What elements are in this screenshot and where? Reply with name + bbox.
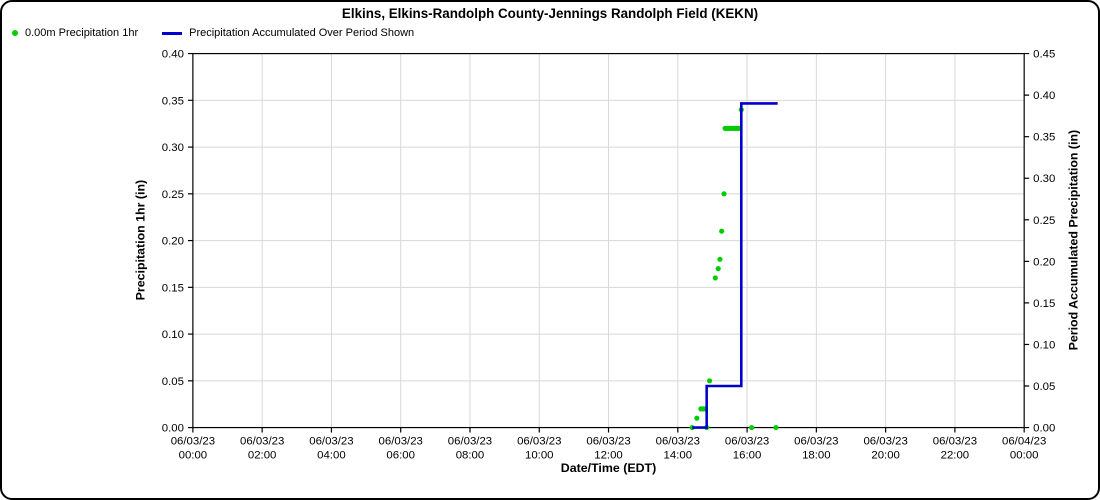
x-tick-label-time: 10:00 xyxy=(525,449,554,461)
y-right-tick-label: 0.45 xyxy=(1033,49,1055,61)
y-right-tick-label: 0.25 xyxy=(1033,215,1055,227)
x-tick-label-time: 06:00 xyxy=(386,449,415,461)
y-right-tick-label: 0.15 xyxy=(1033,298,1055,310)
legend-item-accumulated: Precipitation Accumulated Over Period Sh… xyxy=(162,27,414,39)
chart-title: Elkins, Elkins-Randolph County-Jennings … xyxy=(342,6,758,21)
x-tick-label-date: 06/03/23 xyxy=(309,435,353,447)
precip-1hr-scatter-point xyxy=(706,378,713,384)
x-tick-label-time: 00:00 xyxy=(1010,449,1039,461)
y-left-tick-label: 0.10 xyxy=(162,329,184,341)
y-left-tick-label: 0.40 xyxy=(162,49,184,61)
gridlines-layer xyxy=(192,53,1025,428)
precip-1hr-scatter-point xyxy=(712,275,718,281)
precip-1hr-scatter-point xyxy=(715,266,721,272)
x-tick-label-date: 06/03/23 xyxy=(517,435,561,447)
x-tick-label-time: 12:00 xyxy=(594,449,623,461)
y-right-tick-label: 0.05 xyxy=(1033,381,1055,393)
x-tick-label-time: 14:00 xyxy=(664,449,693,461)
y-left-tick-label: 0.30 xyxy=(162,142,184,154)
x-tick-label-date: 06/03/23 xyxy=(448,435,492,447)
legend: 0.00m Precipitation 1hr Precipitation Ac… xyxy=(12,27,414,39)
x-tick-label-date: 06/03/23 xyxy=(656,435,700,447)
y-right-axis-title: Period Accumulated Precipitation (in) xyxy=(1067,130,1081,351)
legend-item-precip-1hr: 0.00m Precipitation 1hr xyxy=(12,27,138,39)
x-tick-label-time: 22:00 xyxy=(941,449,970,461)
precip-1hr-scatter-point xyxy=(721,191,727,197)
green-dot-marker-icon xyxy=(12,30,18,36)
precip-1hr-scatter-point xyxy=(719,228,725,234)
x-tick-label-time: 20:00 xyxy=(871,449,900,461)
blue-line-marker-icon xyxy=(162,31,183,35)
axes-layer: 06/03/23 00:00 06/03/23 02:00 06/03/23 04:00 0… xyxy=(162,49,1055,462)
x-tick-label-date: 06/03/23 xyxy=(240,435,284,447)
y-right-tick-label: 0.20 xyxy=(1033,256,1055,268)
y-left-tick-label: 0.00 xyxy=(162,423,184,435)
x-tick-label-time: 04:00 xyxy=(317,449,346,461)
y-left-tick-label: 0.15 xyxy=(162,282,184,294)
y-left-tick-label: 0.25 xyxy=(162,189,184,201)
series-layer xyxy=(689,102,779,431)
x-tick-label-date: 06/03/23 xyxy=(171,435,215,447)
precip-1hr-scatter-point xyxy=(773,424,779,431)
y-left-tick-label: 0.20 xyxy=(162,236,184,248)
x-axis-title: Date/Time (EDT) xyxy=(561,461,656,475)
y-right-tick-label: 0.35 xyxy=(1033,132,1055,144)
x-tick-label-date: 06/03/23 xyxy=(586,435,630,447)
accumulated-precip-line xyxy=(692,102,778,429)
y-right-tick-label: 0.40 xyxy=(1033,90,1055,102)
y-left-axis-title: Precipitation 1hr (in) xyxy=(133,180,147,300)
x-tick-label-date: 06/03/23 xyxy=(725,435,769,447)
x-tick-label-date: 06/04/23 xyxy=(1002,435,1046,447)
x-tick-label-date: 06/03/23 xyxy=(379,435,423,447)
x-tick-label-time: 00:00 xyxy=(179,449,208,461)
x-tick-label-time: 16:00 xyxy=(733,449,762,461)
legend-label-accumulated: Precipitation Accumulated Over Period Sh… xyxy=(189,27,415,39)
precip-1hr-scatter-point xyxy=(717,256,723,262)
x-tick-label-date: 06/03/23 xyxy=(933,435,977,447)
x-tick-label-time: 08:00 xyxy=(456,449,485,461)
y-right-tick-label: 0.30 xyxy=(1033,173,1055,185)
x-tick-label-date: 06/03/23 xyxy=(863,435,907,447)
x-tick-label-date: 06/03/23 xyxy=(794,435,838,447)
legend-label-precip-1hr: 0.00m Precipitation 1hr xyxy=(25,27,139,39)
precip-1hr-scatter-point xyxy=(694,415,700,421)
x-tick-label-time: 02:00 xyxy=(248,449,277,461)
y-right-tick-label: 0.00 xyxy=(1033,423,1055,435)
y-right-tick-label: 0.10 xyxy=(1033,339,1055,351)
x-tick-label-time: 18:00 xyxy=(802,449,831,461)
y-left-tick-label: 0.35 xyxy=(162,95,184,107)
y-left-tick-label: 0.05 xyxy=(162,376,184,388)
precip-1hr-scatter-point xyxy=(749,424,755,431)
